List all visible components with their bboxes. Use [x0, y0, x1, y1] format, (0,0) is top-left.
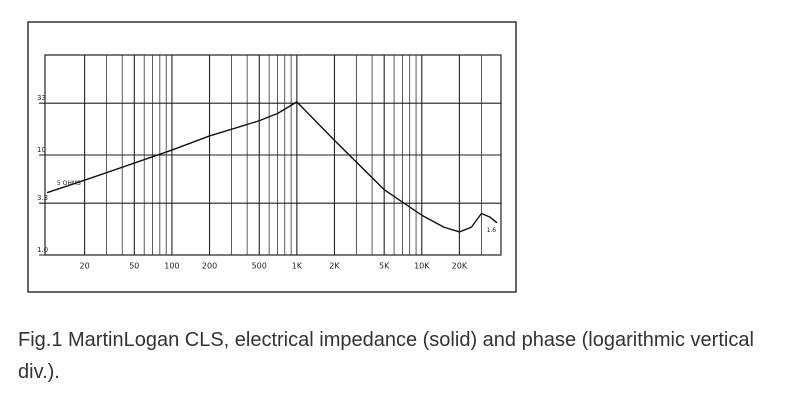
- x-tick-label: 10K: [414, 262, 430, 271]
- y-tick-label: 10: [37, 146, 46, 154]
- x-tick-label: 1K: [292, 262, 303, 271]
- x-tick-label: 20K: [452, 262, 468, 271]
- x-tick-label: 200: [202, 262, 217, 271]
- annotation: 5 OHMS: [57, 180, 81, 187]
- impedance-line: [46, 101, 498, 233]
- frame: [27, 21, 517, 293]
- x-tick-label: 500: [252, 262, 267, 271]
- x-tick-label: 5K: [379, 262, 390, 271]
- annotation: 1.6: [487, 227, 497, 234]
- y-tick-label: 33: [37, 94, 46, 102]
- y-tick-label: 1.0: [37, 246, 48, 254]
- x-tick-label: 20: [80, 262, 90, 271]
- x-tick-label: 2K: [329, 262, 340, 271]
- x-tick-label: 100: [164, 262, 179, 271]
- x-tick-label: 50: [129, 262, 139, 271]
- caption: Fig.1 MartinLogan CLS, electrical impeda…: [18, 329, 754, 383]
- y-tick-label: 3.3: [37, 194, 48, 202]
- chart: 20 50 100 200 500 1K 2K 5K 10K 20K 1.0 3.3 10 33 5 OHM…: [27, 21, 517, 293]
